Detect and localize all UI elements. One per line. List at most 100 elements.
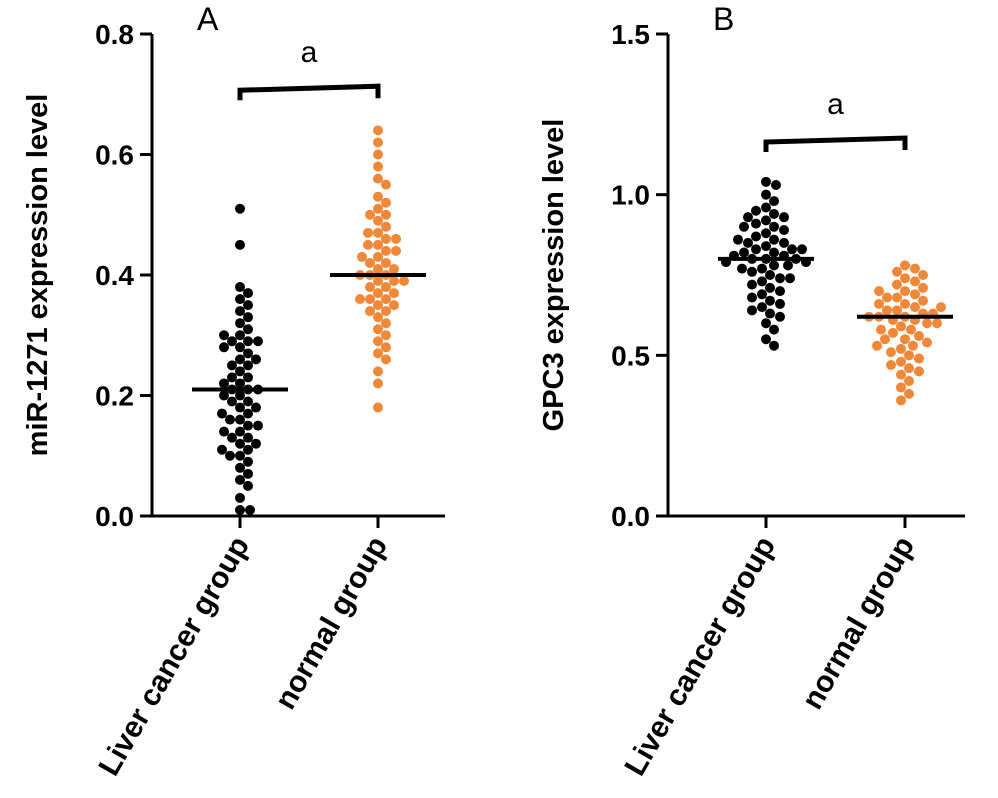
data-point — [389, 276, 399, 287]
data-point — [235, 366, 245, 377]
data-point — [243, 420, 253, 431]
data-point — [769, 260, 779, 271]
data-point — [243, 468, 253, 479]
data-point — [373, 300, 383, 311]
data-point — [882, 305, 892, 316]
data-point — [235, 402, 245, 413]
data-point — [381, 342, 391, 353]
data-point — [373, 378, 383, 389]
data-point — [876, 324, 886, 335]
data-point — [739, 221, 749, 232]
data-point — [243, 324, 253, 335]
data-point — [373, 203, 383, 214]
data-point — [243, 312, 253, 323]
data-point — [373, 276, 383, 287]
data-point — [389, 288, 399, 299]
data-point — [373, 149, 383, 160]
data-point — [373, 161, 383, 172]
significance-label: a — [301, 36, 318, 69]
data-point — [904, 376, 914, 387]
data-point — [751, 244, 761, 255]
data-point — [892, 305, 902, 316]
data-point — [219, 426, 229, 437]
data-point — [910, 263, 920, 274]
data-point — [243, 300, 253, 311]
data-point — [355, 294, 365, 305]
data-point — [243, 360, 253, 371]
data-point — [775, 298, 785, 309]
x-tick-label: Liver cancer group — [92, 531, 256, 781]
data-point — [910, 276, 920, 287]
data-point — [783, 260, 793, 271]
data-point — [227, 372, 237, 383]
data-point — [235, 426, 245, 437]
data-point — [381, 282, 391, 293]
data-point — [217, 408, 227, 419]
data-point — [747, 279, 757, 290]
y-tick-label: 0.4 — [95, 260, 134, 291]
data-point — [373, 402, 383, 413]
data-point — [922, 337, 932, 348]
data-point — [888, 327, 898, 338]
data-point — [235, 239, 245, 250]
data-point — [235, 354, 245, 365]
data-point — [747, 305, 757, 316]
data-point — [243, 456, 253, 467]
data-point — [769, 208, 779, 219]
data-point — [381, 354, 391, 365]
significance-bar — [237, 83, 381, 101]
data-point — [751, 231, 761, 242]
data-point — [932, 318, 942, 329]
data-point — [373, 251, 383, 262]
data-point — [797, 244, 807, 255]
data-point — [381, 179, 391, 190]
data-point — [381, 221, 391, 232]
data-point — [235, 203, 245, 214]
data-point — [363, 227, 373, 238]
data-point — [219, 390, 229, 401]
data-point — [245, 504, 255, 515]
data-point — [779, 225, 789, 236]
data-point — [373, 227, 383, 238]
data-point — [227, 360, 237, 371]
data-point — [373, 288, 383, 299]
data-point — [389, 263, 399, 274]
data-point — [235, 438, 245, 449]
data-point — [872, 340, 882, 351]
data-point — [787, 244, 797, 255]
data-point — [896, 321, 906, 332]
data-point — [896, 395, 906, 406]
data-point — [243, 444, 253, 455]
panel-label: A — [197, 1, 219, 37]
data-point — [771, 180, 781, 191]
data-point — [769, 324, 779, 335]
data-point — [373, 191, 383, 202]
data-point — [227, 396, 237, 407]
y-tick-label: 0.2 — [95, 381, 134, 412]
data-point — [769, 247, 779, 258]
data-point — [900, 298, 910, 309]
data-point — [743, 237, 753, 248]
y-tick-label: 0.5 — [611, 340, 650, 371]
y-tick-label: 1.0 — [611, 180, 650, 211]
data-point — [779, 237, 789, 248]
data-point — [896, 343, 906, 354]
data-point — [227, 432, 237, 443]
data-point — [357, 251, 367, 262]
data-point — [373, 137, 383, 148]
data-point — [381, 257, 391, 268]
data-point — [747, 292, 757, 303]
data-point — [219, 342, 229, 353]
data-point — [882, 292, 892, 303]
data-point — [225, 414, 235, 425]
data-point — [747, 266, 757, 277]
data-point — [900, 273, 910, 284]
data-point — [892, 292, 902, 303]
y-axis-label: miR-1271 expression level — [22, 94, 54, 457]
data-point — [908, 340, 918, 351]
data-point — [235, 318, 245, 329]
data-point — [243, 348, 253, 359]
data-point — [910, 289, 920, 300]
y-tick-label: 1.5 — [611, 19, 650, 50]
data-point — [757, 302, 767, 313]
